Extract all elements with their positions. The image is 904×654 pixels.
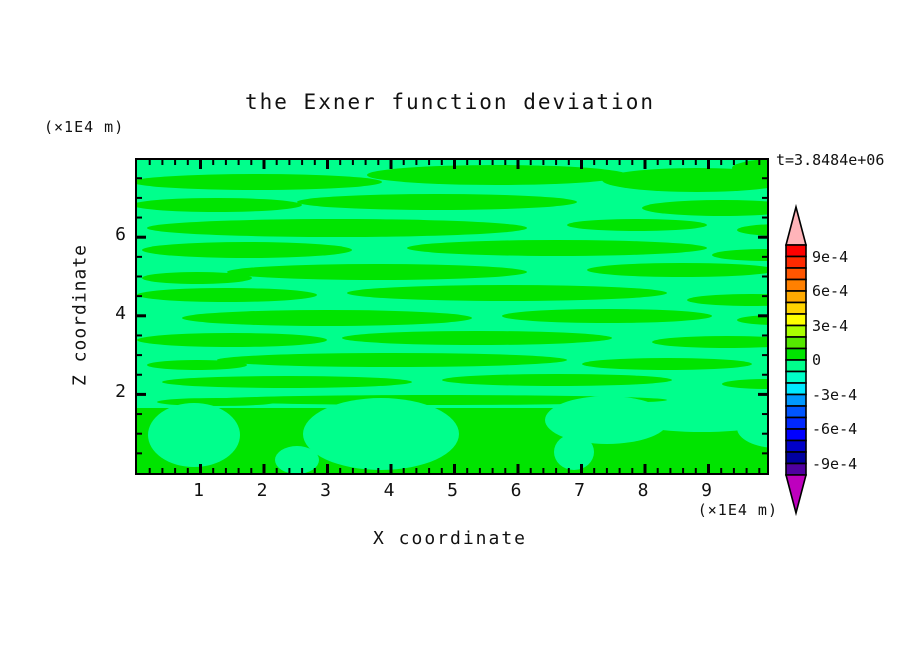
positive-contour-streak <box>602 168 767 192</box>
colorbar-cell <box>785 405 807 419</box>
positive-contour-streak <box>162 376 412 388</box>
positive-contour-streak <box>732 160 767 178</box>
colorbar-level-label: 3e-4 <box>812 316 849 335</box>
positive-contour-streak <box>182 310 472 326</box>
negative-contour-blob <box>737 408 767 448</box>
positive-contour-streak <box>347 285 667 301</box>
colorbar-cell <box>785 347 807 361</box>
positive-contour-streak <box>502 309 712 323</box>
positive-contour-streak <box>137 333 327 347</box>
colorbar-cell <box>785 382 807 396</box>
colorbar-level-label: -3e-4 <box>812 385 858 404</box>
positive-contour-streak <box>137 288 317 302</box>
colorbar-cell <box>785 336 807 350</box>
colorbar-cell <box>785 278 807 292</box>
negative-contour-blob <box>303 398 459 470</box>
negative-contour-blob <box>275 446 319 473</box>
positive-contour-streak <box>142 242 352 258</box>
x-axis-title: X coordinate <box>372 528 528 549</box>
negative-contour-blob <box>554 434 594 470</box>
contour-plot-area <box>135 158 769 475</box>
positive-contour-streak <box>137 198 302 212</box>
z-tick-label: 6 <box>115 224 126 246</box>
positive-contour-streak <box>207 395 667 405</box>
colorbar-svg <box>784 203 808 517</box>
positive-contour-streak <box>157 398 277 406</box>
colorbar-level-label: -9e-4 <box>812 454 858 473</box>
z-axis-title: Z coordinate <box>60 158 100 471</box>
colorbar-level-label: 6e-4 <box>812 282 849 300</box>
x-tick-label: 5 <box>447 480 458 501</box>
z-tick-label: 4 <box>115 302 126 324</box>
positive-contour-streak <box>642 200 767 216</box>
positive-contour-streak <box>227 264 527 280</box>
colorbar-cell <box>785 267 807 281</box>
colorbar-cell <box>785 428 807 442</box>
colorbar-cell <box>785 370 807 384</box>
positive-contour-streak <box>442 374 672 386</box>
x-tick-label: 6 <box>510 480 522 501</box>
colorbar-cell <box>785 290 807 304</box>
positive-contour-streak <box>297 194 577 210</box>
positive-contour-streak <box>582 358 752 370</box>
x-tick-label: 8 <box>637 480 649 501</box>
positive-contour-streak <box>147 360 247 370</box>
positive-contour-streak <box>737 224 767 236</box>
x-tick-label: 3 <box>320 480 331 501</box>
colorbar-cell <box>785 451 807 465</box>
colorbar-cell <box>785 313 807 327</box>
colorbar-cell <box>785 255 807 269</box>
z-axis-title-text: Z coordinate <box>69 243 91 386</box>
colorbar-under-arrow <box>784 474 808 517</box>
positive-contour-streak <box>217 353 567 367</box>
z-tick-label: 2 <box>115 381 126 403</box>
colorbar-cell <box>785 244 807 258</box>
positive-contour-streak <box>737 315 767 325</box>
colorbar-cell <box>785 393 807 407</box>
positive-contour-streak <box>342 331 612 345</box>
positive-contour-streak <box>587 263 767 277</box>
contour-field-svg <box>137 160 767 473</box>
colorbar-cell <box>785 462 807 476</box>
colorbar-cell <box>785 324 807 338</box>
positive-contour-streak <box>407 240 707 256</box>
x-tick-label: 7 <box>574 480 585 501</box>
negative-contour-blob <box>148 403 240 467</box>
positive-contour-streak <box>142 272 252 284</box>
colorbar-cell <box>785 439 807 453</box>
x-tick-label: 4 <box>383 480 395 501</box>
positive-contour-streak <box>147 219 527 237</box>
negative-contour-blob <box>617 400 767 432</box>
chart-title: the Exner function deviation <box>244 90 655 114</box>
colorbar-level-label: -6e-4 <box>812 420 858 438</box>
x-tick-label: 1 <box>193 480 204 501</box>
colorbar-cell <box>785 359 807 373</box>
positive-contour-streak <box>367 165 627 185</box>
z-axis-unit-label: (×1E4 m) <box>44 118 125 136</box>
colorbar-level-label: 9e-4 <box>812 247 849 266</box>
colorbar <box>784 203 810 517</box>
positive-contour-streak <box>652 336 767 348</box>
colorbar-over-arrow <box>784 203 808 246</box>
x-tick-label: 2 <box>256 480 268 501</box>
x-tick-label: 9 <box>701 480 712 501</box>
positive-contour-streak <box>722 379 767 389</box>
positive-contour-streak <box>712 249 767 261</box>
positive-contour-streak <box>137 174 382 190</box>
x-axis-unit-label: (×1E4 m) <box>697 501 778 519</box>
positive-contour-streak <box>687 294 767 306</box>
colorbar-cell <box>785 301 807 315</box>
positive-contour-streak <box>567 219 707 231</box>
time-annotation: t=3.8484e+06 <box>776 151 885 169</box>
colorbar-cell <box>785 416 807 430</box>
colorbar-level-label: 0 <box>812 351 822 369</box>
